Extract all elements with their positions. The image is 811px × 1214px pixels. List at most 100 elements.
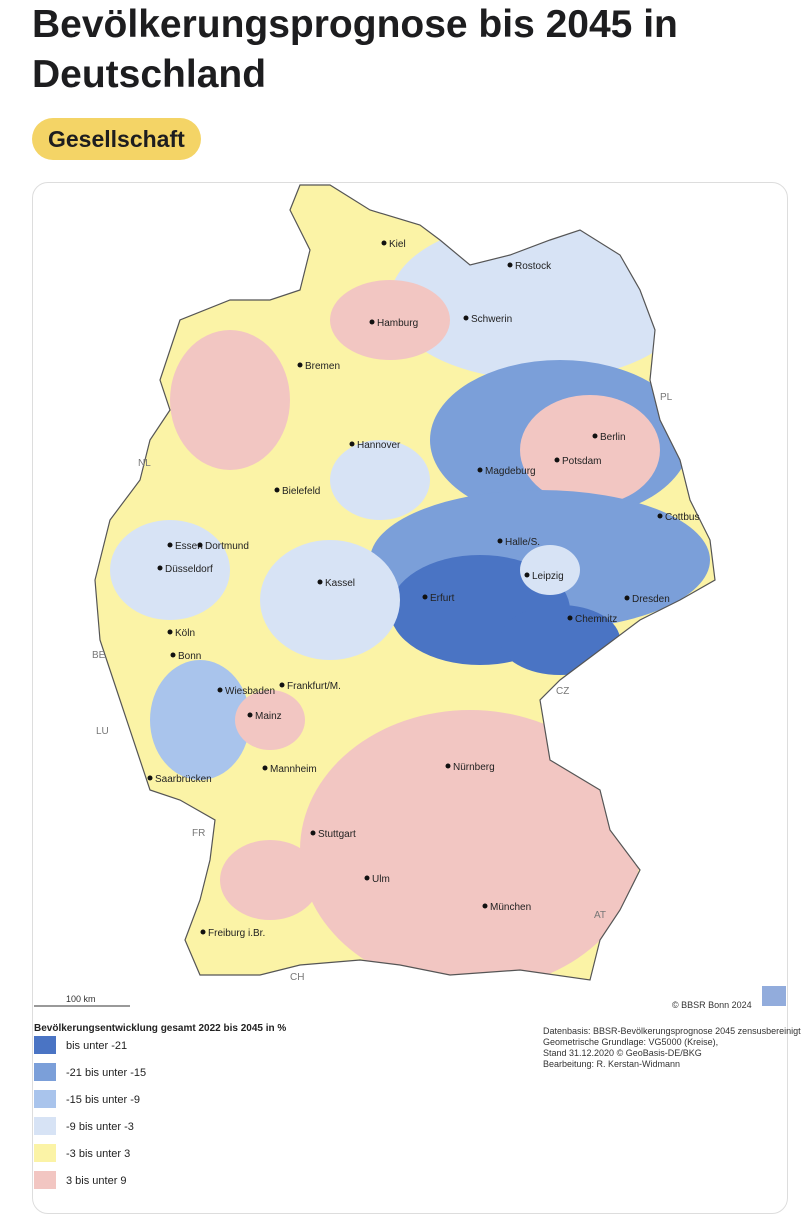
city-dot (463, 315, 469, 321)
city-dot (262, 765, 268, 771)
city-label: Cottbus (665, 512, 699, 523)
country-code: NL (138, 458, 151, 469)
city-dot (310, 830, 316, 836)
city-dot (167, 629, 173, 635)
city-label: Leipzig (532, 571, 564, 582)
city-label: München (490, 902, 531, 913)
city-dot (507, 262, 513, 268)
logo (762, 986, 786, 1006)
city-label: Bielefeld (282, 486, 320, 497)
city-label: Mainz (255, 711, 282, 722)
legend-label: bis unter -21 (66, 1040, 127, 1052)
city-label: Nürnberg (453, 762, 495, 773)
city-label: Schwerin (471, 314, 512, 325)
city-label: Chemnitz (575, 614, 617, 625)
city-dot (349, 441, 355, 447)
legend-swatch (34, 1144, 56, 1162)
credit-line: Bearbeitung: R. Kerstan-Widmann (543, 1059, 680, 1069)
legend-swatch (34, 1171, 56, 1189)
city-label: Magdeburg (485, 466, 536, 477)
city-label: Düsseldorf (165, 564, 213, 575)
city-dot (247, 712, 253, 718)
city-label: Freiburg i.Br. (208, 928, 265, 939)
legend-swatch (34, 1036, 56, 1054)
city-label: Potsdam (562, 456, 601, 467)
city-label: Halle/S. (505, 537, 540, 548)
credit-line: Datenbasis: BBSR-Bevölkerungsprognose 20… (543, 1026, 801, 1036)
credit-line: Geometrische Grundlage: VG5000 (Kreise), (543, 1037, 718, 1047)
legend-swatch (34, 1063, 56, 1081)
city-label: Mannheim (270, 764, 317, 775)
city-dot (592, 433, 598, 439)
regions (95, 185, 715, 980)
legend: bis unter -21 -21 bis unter -15 -15 bis un… (34, 1036, 146, 1189)
city-dot (524, 572, 530, 578)
city-dot (317, 579, 323, 585)
legend-label: -15 bis unter -9 (66, 1094, 140, 1106)
legend-swatch (34, 1090, 56, 1108)
country-code: PL (660, 392, 673, 403)
country-code: BE (92, 650, 106, 661)
city-label: Bonn (178, 651, 201, 662)
city-label: Hamburg (377, 318, 418, 329)
city-dot (200, 929, 206, 935)
city-dot (624, 595, 630, 601)
city-label: Bremen (305, 361, 340, 372)
city-label: Hannover (357, 440, 401, 451)
city-dot (482, 903, 488, 909)
city-label: Rostock (515, 261, 552, 272)
legend-label: -9 bis unter -3 (66, 1121, 134, 1133)
legend-swatch (34, 1117, 56, 1135)
title-line: Deutschland (32, 53, 267, 96)
city-labels: Kiel Rostock Hamburg Schwerin Bremen Berlin Po… (147, 239, 699, 939)
title: Bevölkerungsprognose bis 2045 in Deutschl… (32, 0, 678, 100)
city-label: Wiesbaden (225, 686, 275, 697)
city-label: Berlin (600, 432, 626, 443)
country-code: CZ (556, 686, 569, 697)
country-code: CH (290, 972, 304, 983)
city-dot (422, 594, 428, 600)
credits: Datenbasis: BBSR-Bevölkerungsprognose 20… (543, 1026, 801, 1069)
city-label: Dortmund (205, 541, 249, 552)
city-dot (657, 513, 663, 519)
city-label: Köln (175, 628, 195, 639)
city-dot (170, 652, 176, 658)
scale-label: 100 km (66, 994, 96, 1004)
copyright: © BBSR Bonn 2024 (672, 1000, 752, 1010)
city-dot (297, 362, 303, 368)
city-label: Ulm (372, 874, 390, 885)
category-tag[interactable]: Gesellschaft (32, 118, 201, 160)
city-dot (274, 487, 280, 493)
city-dot (217, 687, 223, 693)
city-dot (147, 775, 153, 781)
city-label: Erfurt (430, 593, 455, 604)
city-label: Kassel (325, 578, 355, 589)
city-dot (364, 875, 370, 881)
title-line: Bevölkerungsprognose bis 2045 in (32, 3, 678, 46)
city-label: Stuttgart (318, 829, 356, 840)
city-dot (157, 565, 163, 571)
legend-label: 3 bis unter 9 (66, 1175, 127, 1187)
legend-label: -3 bis unter 3 (66, 1148, 130, 1160)
city-dot (497, 538, 503, 544)
country-code: FR (192, 828, 205, 839)
city-dot (554, 457, 560, 463)
city-dot (567, 615, 573, 621)
country-code: LU (96, 726, 109, 737)
city-label: Frankfurt/M. (287, 681, 341, 692)
city-dot (369, 319, 375, 325)
city-label: Saarbrücken (155, 774, 212, 785)
city-dot (477, 467, 483, 473)
city-label: Kiel (389, 239, 406, 250)
legend-title: Bevölkerungsentwicklung gesamt 2022 bis … (34, 1023, 286, 1034)
city-dot (279, 682, 285, 688)
city-label: Dresden (632, 594, 670, 605)
city-dot (381, 240, 387, 246)
country-code: AT (594, 910, 606, 921)
city-dot (167, 542, 173, 548)
city-label: Essen (175, 541, 203, 552)
city-dot (445, 763, 451, 769)
city-dot (197, 542, 203, 548)
